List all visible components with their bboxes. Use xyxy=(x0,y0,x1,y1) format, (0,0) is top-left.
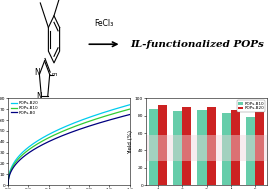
POPs-B20 xyxy=(46,134,49,136)
Bar xyxy=(158,105,167,185)
Text: IL-functionalized POPs: IL-functionalized POPs xyxy=(130,40,264,49)
POPs-B10 xyxy=(21,153,24,156)
Bar xyxy=(222,113,231,185)
POPs-B0 xyxy=(46,141,49,143)
FancyBboxPatch shape xyxy=(146,135,270,161)
Bar xyxy=(197,110,207,185)
Bar xyxy=(246,117,255,185)
FancyBboxPatch shape xyxy=(146,135,270,161)
POPs-B0 xyxy=(6,184,10,186)
POPs-B10 xyxy=(46,137,49,139)
Legend: POPs-B10, POPs-B20: POPs-B10, POPs-B20 xyxy=(237,100,265,112)
POPs-B20 xyxy=(128,104,131,106)
Text: N: N xyxy=(36,92,42,101)
POPs-B0 xyxy=(55,137,58,139)
Bar xyxy=(173,111,182,185)
Text: Cl: Cl xyxy=(31,0,38,1)
Legend: POPs-B20, POPs-B10, POPs-B0: POPs-B20, POPs-B10, POPs-B0 xyxy=(10,100,39,116)
Line: POPs-B10: POPs-B10 xyxy=(8,109,130,185)
Bar xyxy=(207,107,216,185)
POPs-B20 xyxy=(21,151,24,153)
POPs-B20 xyxy=(95,114,98,116)
POPs-B10 xyxy=(55,133,58,135)
Text: N: N xyxy=(34,68,40,77)
POPs-B0 xyxy=(128,113,131,116)
POPs-B20 xyxy=(6,184,10,186)
Bar xyxy=(149,109,158,185)
POPs-B20 xyxy=(55,130,58,132)
Text: m: m xyxy=(52,72,57,77)
POPs-B20 xyxy=(94,114,97,116)
POPs-B0 xyxy=(94,123,97,125)
POPs-B0 xyxy=(95,123,98,125)
Line: POPs-B20: POPs-B20 xyxy=(8,105,130,185)
Text: FeCl₃: FeCl₃ xyxy=(94,19,114,28)
POPs-B20 xyxy=(83,118,86,120)
Line: POPs-B0: POPs-B0 xyxy=(8,115,130,185)
Bar xyxy=(255,112,264,185)
POPs-B10 xyxy=(128,108,131,110)
POPs-B10 xyxy=(83,122,86,124)
Bar xyxy=(182,107,191,185)
POPs-B0 xyxy=(83,126,86,129)
Bar xyxy=(231,110,240,185)
POPs-B10 xyxy=(6,184,10,186)
POPs-B10 xyxy=(95,118,98,120)
POPs-B10 xyxy=(94,118,97,120)
POPs-B0 xyxy=(21,156,24,159)
Y-axis label: Yield (%): Yield (%) xyxy=(128,130,133,154)
